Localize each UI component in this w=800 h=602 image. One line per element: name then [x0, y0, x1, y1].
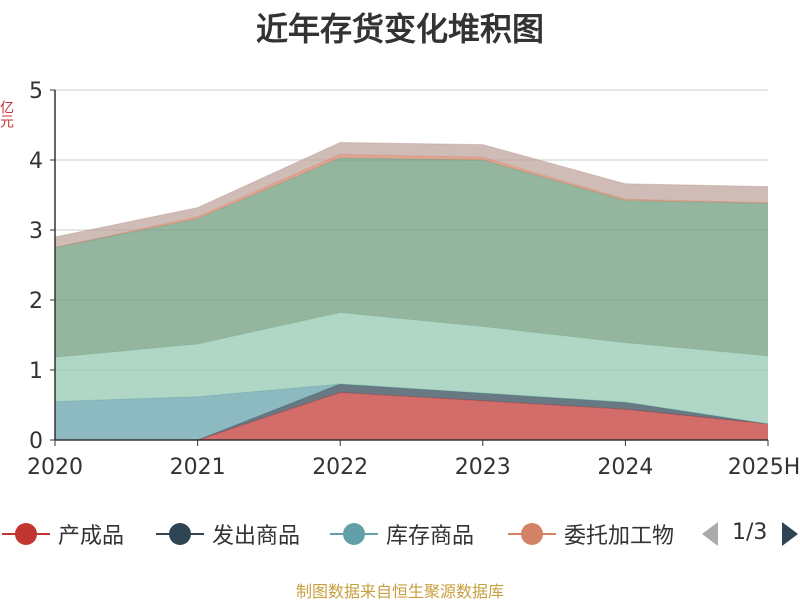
y-tick-label: 1: [29, 359, 43, 384]
x-tick-label: 2024: [597, 455, 653, 480]
y-tick-label: 4: [29, 149, 43, 174]
legend-items: 产成品 发出商品 库存商品 委托加工物: [0, 514, 686, 554]
area-series: [55, 157, 768, 358]
y-axis-unit-label: 亿元: [0, 100, 14, 128]
legend-label: 委托加工物: [564, 524, 675, 549]
x-tick-label: 2020: [27, 455, 83, 480]
data-source-note: 制图数据来自恒生聚源数据库: [295, 582, 504, 601]
area-series: [55, 142, 768, 248]
x-tick-label: 2023: [455, 455, 511, 480]
legend-marker-icon: [2, 514, 50, 554]
legend-item[interactable]: 库存商品: [330, 514, 474, 554]
x-tick-label: 2025H: [728, 455, 800, 480]
legend-next-page-icon[interactable]: [782, 522, 798, 546]
y-tick-label: 5: [29, 79, 43, 104]
legend-page-indicator: 1/3: [732, 520, 768, 545]
axis-layer: 0 1 2 3 4 5 2020 2021 2022 2023 2024 2025H: [27, 79, 800, 480]
chart-title: 近年存货变化堆积图: [255, 10, 544, 48]
legend-item[interactable]: 发出商品: [156, 514, 300, 554]
x-tick-label: 2022: [312, 455, 368, 480]
y-tick-label: 3: [29, 219, 43, 244]
legend-marker-icon: [330, 514, 378, 554]
legend: 产成品 发出商品 库存商品 委托加工物 1/3: [0, 514, 800, 554]
legend-marker-icon: [156, 514, 204, 554]
x-tick-label: 2021: [170, 455, 226, 480]
area-series-line: [54, 141, 769, 238]
area-layer: [54, 141, 769, 441]
legend-item[interactable]: 委托加工物: [508, 514, 674, 554]
legend-prev-page-icon[interactable]: [702, 522, 718, 546]
legend-label: 库存商品: [386, 524, 475, 549]
area-series-发出商品: [55, 384, 768, 440]
legend-marker-icon: [508, 514, 556, 554]
legend-pager: 1/3: [700, 514, 800, 554]
legend-label: 产成品: [58, 524, 125, 549]
legend-item[interactable]: 产成品: [2, 514, 124, 554]
area-series: [55, 312, 768, 424]
y-tick-label: 2: [29, 289, 43, 314]
y-tick-label: 0: [29, 429, 43, 454]
area-series-库存商品: [55, 384, 768, 440]
legend-label: 发出商品: [212, 524, 301, 549]
